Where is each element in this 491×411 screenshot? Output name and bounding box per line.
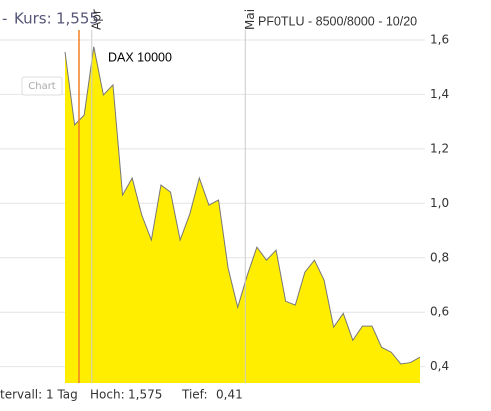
kurs-label: Kurs:: [14, 10, 52, 28]
area: [65, 46, 420, 384]
header-dash: -: [2, 10, 7, 28]
x-tick-label: Apr: [89, 9, 103, 30]
y-tick-label: 1,4: [430, 87, 449, 101]
chart-button-label[interactable]: Chart: [28, 81, 56, 92]
y-tick-label: 1,2: [430, 141, 449, 155]
footer-high-value: 1,575: [128, 388, 162, 402]
event-label: DAX 10000: [108, 50, 172, 64]
y-tick-label: 0,6: [430, 305, 449, 319]
kurs-value: 1,555: [56, 10, 99, 28]
footer-interval: tervall: 1 Tag: [0, 388, 78, 402]
footer-high-label: Hoch:: [90, 388, 125, 402]
chart-title: PF0TLU - 8500/8000 - 10/20: [258, 14, 417, 28]
footer-low-label: Tief:: [181, 388, 208, 402]
y-tick-label: 1,0: [430, 196, 449, 210]
y-tick-label: 0,8: [430, 250, 449, 264]
x-tick-label: Mai: [243, 9, 257, 30]
chart-button[interactable]: [21, 76, 63, 96]
footer-low-value: 0,41: [216, 388, 243, 402]
area-line: [64, 46, 421, 365]
y-tick-label: 0,4: [430, 359, 449, 373]
y-tick-label: 1,6: [430, 32, 449, 46]
